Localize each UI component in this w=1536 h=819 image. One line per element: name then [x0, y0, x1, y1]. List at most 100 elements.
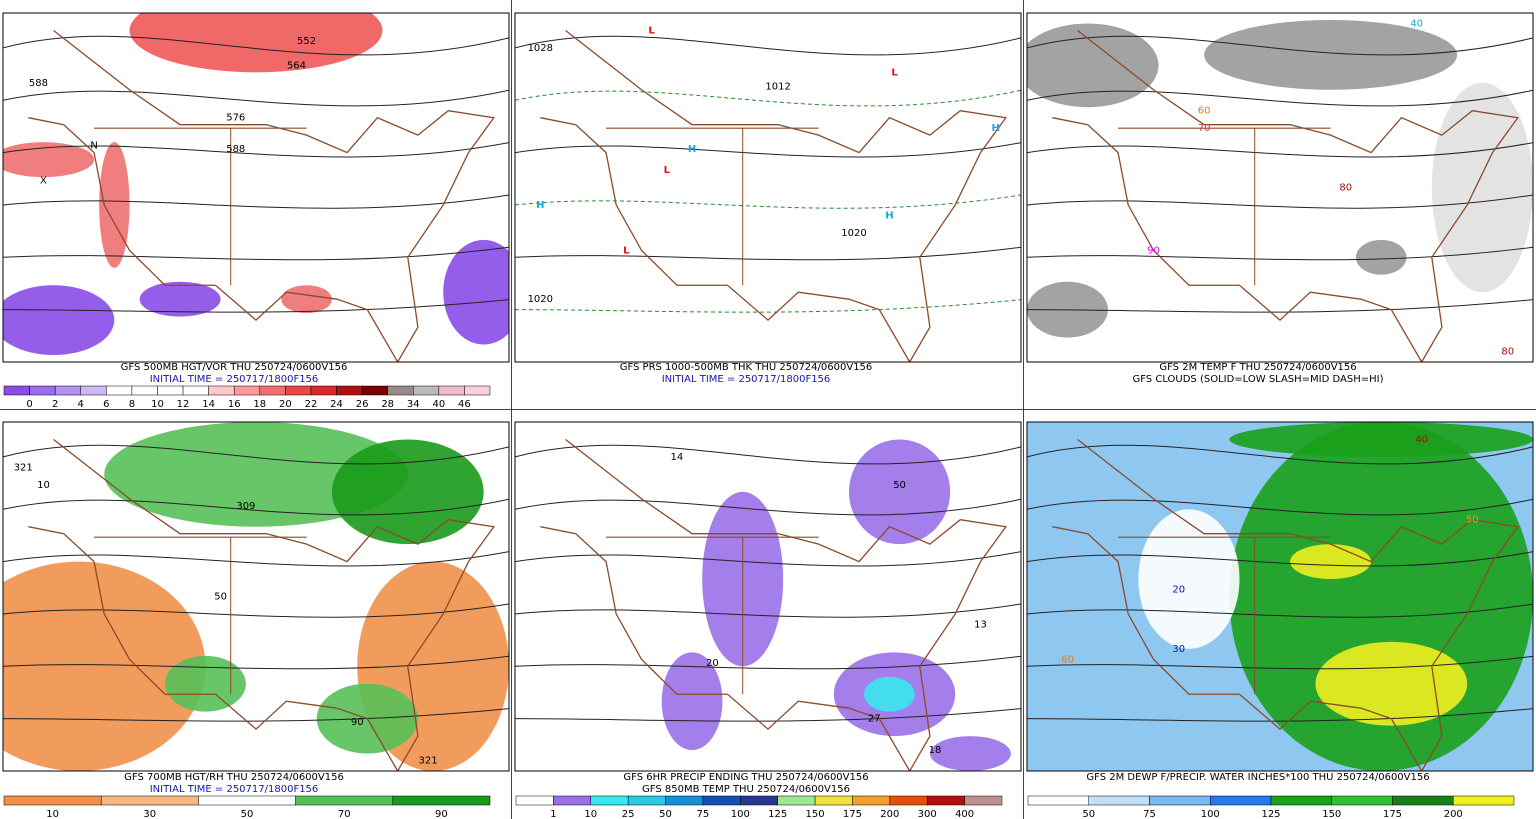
colorbar-label: 75	[697, 809, 710, 819]
map-frame	[2, 12, 510, 363]
colorbar-label: 14	[202, 399, 215, 410]
shaded-area	[3, 142, 95, 178]
colorbar-swatch	[80, 385, 107, 396]
contour	[515, 498, 1021, 516]
colorbar-swatch	[889, 795, 928, 806]
colorbar-swatch	[702, 795, 741, 806]
colorbar-swatch	[1149, 795, 1211, 806]
map-label: H	[688, 144, 696, 155]
colorbar-label: 10	[151, 399, 164, 410]
shaded-area	[1027, 23, 1159, 108]
map-label: 50	[893, 480, 906, 491]
contour	[515, 603, 1021, 618]
colorbar-label: 2	[52, 399, 58, 410]
map-label: 27	[868, 714, 881, 725]
colorbar-label: 150	[1322, 809, 1341, 819]
shaded-area	[164, 655, 246, 712]
contour	[1027, 246, 1533, 261]
colorbar-label: 70	[338, 809, 351, 819]
colorbar-label: 10	[584, 809, 597, 819]
colorbar-swatch	[361, 385, 388, 396]
colorbar-label: 12	[177, 399, 190, 410]
contour	[1027, 35, 1533, 56]
colorbar-swatch	[295, 795, 394, 806]
colorbar-swatch	[1392, 795, 1454, 806]
map-label: 50	[1466, 515, 1479, 526]
map-label: 20	[1172, 585, 1185, 596]
map-label: 564	[287, 60, 306, 71]
shaded-area	[443, 239, 509, 345]
map-frame	[514, 421, 1022, 772]
colorbar-label: 22	[305, 399, 318, 410]
colorbar-label: 40	[432, 399, 445, 410]
panel: 1028 1012 1020 1020 H H H H L L L L GFS PRS 1000-500…	[514, 12, 1022, 385]
map-label: 80	[1501, 347, 1514, 358]
colorbar-label: 175	[843, 809, 862, 819]
contour	[3, 708, 509, 722]
shaded-area	[1315, 641, 1468, 726]
colorbar-label: 46	[458, 399, 471, 410]
map-label: X	[40, 176, 47, 187]
caption: GFS 850MB TEMP THU 250724/0600V156	[642, 784, 850, 795]
contour	[3, 246, 509, 261]
colorbar-label: 16	[228, 399, 241, 410]
colorbar-swatch	[740, 795, 778, 806]
colorbar-swatch	[387, 385, 414, 396]
contour	[3, 89, 509, 107]
map-label: H	[536, 200, 544, 211]
shaded-area	[104, 422, 408, 527]
colorbar-swatch	[285, 385, 312, 396]
map-label: 10	[37, 480, 50, 491]
map-label: 588	[29, 78, 48, 89]
map: 588 576 564 552 588 N X	[3, 13, 509, 362]
contour	[515, 551, 1021, 567]
colorbar-label: 125	[1261, 809, 1280, 819]
colorbar-swatch	[553, 795, 592, 806]
map-frame	[2, 421, 510, 772]
map-label: N	[90, 141, 97, 152]
map-background	[515, 13, 1021, 362]
borders	[28, 438, 495, 771]
colorbar-swatch	[29, 385, 56, 396]
colorbar-swatch	[627, 795, 666, 806]
colorbar-label: 50	[659, 809, 672, 819]
colorbar-swatch	[464, 385, 491, 396]
map-label: L	[891, 67, 898, 78]
map-label: H	[885, 210, 893, 221]
contour	[3, 35, 509, 56]
colorbar-swatch	[310, 385, 337, 396]
caption: GFS 700MB HGT/RH THU 250724/0600V156	[124, 772, 344, 783]
shaded-area	[1290, 544, 1372, 580]
colorbar-label: 28	[381, 399, 394, 410]
colorbar-label: 50	[241, 809, 254, 819]
colorbar-swatch	[1027, 795, 1089, 806]
colorbar-label: 125	[768, 809, 787, 819]
map-frame	[1026, 12, 1534, 363]
colorbar-swatch	[665, 795, 704, 806]
map: 321 10 50 90 309 321	[3, 422, 509, 771]
caption: INITIAL TIME = 250717/1800F156	[150, 374, 319, 385]
borders	[540, 438, 1007, 771]
shaded-area	[661, 652, 723, 751]
map-frame	[1026, 421, 1534, 772]
map-label: 309	[236, 501, 255, 512]
colorbar-label: 1	[550, 809, 556, 819]
contour	[515, 89, 1021, 107]
colorbar-swatch	[3, 795, 102, 806]
shaded-area	[281, 285, 332, 314]
colorbar-swatch	[1270, 795, 1332, 806]
map-label: 552	[297, 36, 316, 47]
colorbar-swatch	[100, 795, 199, 806]
caption: GFS PRS 1000-500MB THK THU 250724/0600V1…	[620, 362, 873, 373]
contour	[515, 655, 1021, 670]
map-label: 321	[14, 462, 33, 473]
colorbar-label: 18	[253, 399, 266, 410]
colorbar-swatch	[438, 385, 465, 396]
caption: GFS 2M TEMP F THU 250724/0600V156	[1159, 362, 1356, 373]
map-label: 20	[706, 658, 719, 669]
colorbar-label: 25	[622, 809, 635, 819]
map-label: L	[648, 25, 655, 36]
map: 40 60 70 80 90 80	[1027, 13, 1533, 362]
colorbar-label: 8	[129, 399, 135, 410]
